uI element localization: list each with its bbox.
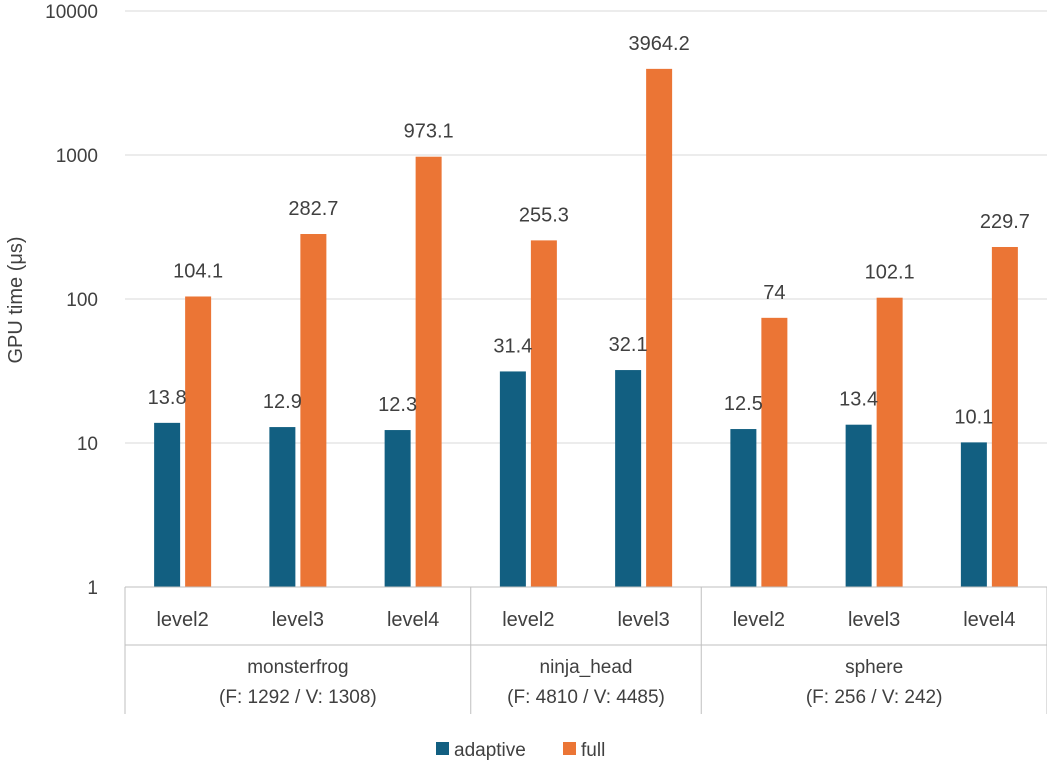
data-label-full: 104.1 — [173, 260, 223, 282]
legend-label-adaptive: adaptive — [454, 740, 526, 761]
bar-adaptive-monsterfrog-level3 — [269, 427, 296, 587]
y-tick-label: 10000 — [45, 2, 98, 23]
bar-adaptive-monsterfrog-level4 — [384, 430, 411, 587]
y-tick-label: 1 — [87, 578, 98, 599]
group-sublabel: (F: 4810 / V: 4485) — [507, 687, 665, 708]
bar-adaptive-ninja_head-level3 — [615, 370, 642, 587]
data-label-adaptive: 12.9 — [263, 391, 302, 413]
axes: 1 10 100 1000 10000 level2 level3 level4 level2 l… — [45, 2, 1047, 714]
x-category-label: level4 — [963, 609, 1015, 631]
bar-adaptive-monsterfrog-level2 — [154, 422, 181, 587]
x-category-label: level3 — [617, 609, 669, 631]
group-sublabel: (F: 1292 / V: 1308) — [219, 687, 377, 708]
legend-swatch-full — [563, 742, 576, 755]
bar-full-sphere-level4 — [991, 246, 1018, 588]
data-label-adaptive: 31.4 — [493, 335, 532, 357]
bar-full-monsterfrog-level4 — [415, 156, 442, 587]
data-label-full: 255.3 — [519, 204, 569, 226]
data-label-adaptive: 12.5 — [724, 393, 763, 415]
x-category-label: level3 — [848, 609, 900, 631]
data-labels: 13.8 104.1 12.9 282.7 12.3 973.1 31.4 255.3 32.1… — [148, 33, 1030, 429]
group-sublabel: (F: 256 / V: 242) — [806, 687, 943, 708]
bar-full-ninja_head-level3 — [646, 68, 673, 587]
bar-full-sphere-level3 — [876, 297, 903, 587]
data-label-full: 282.7 — [288, 198, 338, 220]
x-category-label: level4 — [387, 609, 439, 631]
data-label-adaptive: 13.8 — [148, 387, 187, 409]
legend-label-full: full — [581, 740, 605, 761]
bar-full-sphere-level2 — [761, 317, 788, 587]
bar-adaptive-ninja_head-level2 — [499, 371, 526, 587]
y-tick-label: 10 — [77, 434, 98, 455]
gridlines — [125, 10, 1047, 444]
y-axis-title: GPU time (μs) — [5, 236, 27, 363]
data-label-adaptive: 12.3 — [378, 394, 417, 416]
data-label-full: 3964.2 — [629, 33, 690, 55]
data-label-adaptive: 10.1 — [954, 406, 993, 428]
x-category-label: level2 — [502, 609, 554, 631]
data-label-full: 229.7 — [980, 211, 1030, 233]
data-label-full: 74 — [763, 282, 785, 304]
data-label-full: 102.1 — [865, 262, 915, 284]
group-label: monsterfrog — [247, 657, 348, 678]
data-label-full: 973.1 — [404, 121, 454, 143]
bar-adaptive-sphere-level4 — [960, 442, 987, 587]
data-label-adaptive: 13.4 — [839, 389, 878, 411]
group-label: sphere — [845, 657, 903, 678]
group-label: ninja_head — [540, 657, 633, 678]
bar-full-monsterfrog-level2 — [185, 296, 212, 587]
bar-adaptive-sphere-level3 — [845, 424, 872, 587]
bars — [154, 68, 1018, 588]
legend: adaptive full — [436, 740, 605, 761]
bar-adaptive-sphere-level2 — [730, 429, 757, 587]
x-category-label: level2 — [156, 609, 208, 631]
y-tick-label: 1000 — [56, 146, 98, 167]
x-category-label: level2 — [733, 609, 785, 631]
legend-swatch-adaptive — [436, 742, 449, 755]
data-label-adaptive: 32.1 — [609, 334, 648, 356]
x-category-label: level3 — [272, 609, 324, 631]
bar-full-monsterfrog-level3 — [300, 234, 327, 587]
bar-full-ninja_head-level2 — [530, 240, 557, 587]
y-tick-label: 100 — [66, 290, 98, 311]
